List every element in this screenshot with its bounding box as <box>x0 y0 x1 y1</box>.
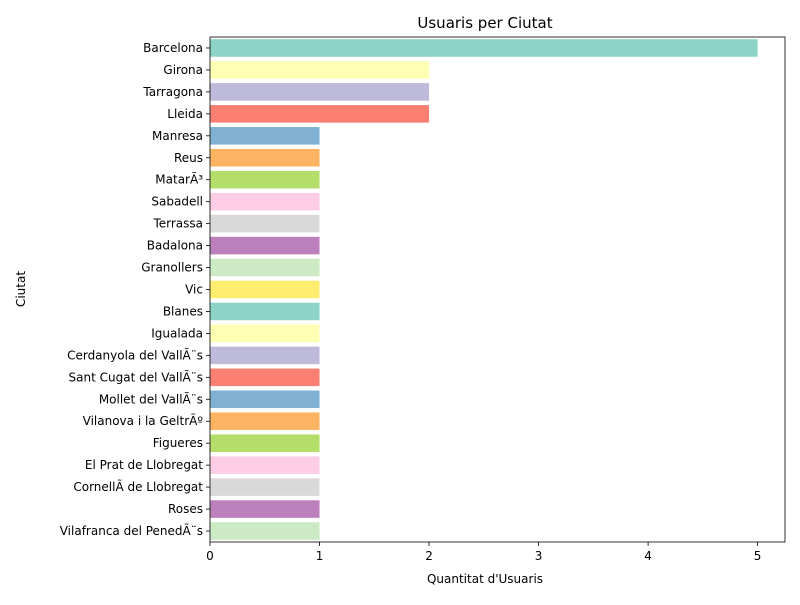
bar-14 <box>210 346 320 365</box>
y-tick-label: El Prat de Llobregat <box>85 458 203 472</box>
bar-15 <box>210 368 320 387</box>
y-tick-label: Lleida <box>167 107 203 121</box>
bars-layer <box>210 39 758 540</box>
y-tick-label: Vic <box>185 283 203 297</box>
y-tick-label: Blanes <box>163 304 203 318</box>
y-tick-label: Sant Cugat del VallÃ¨s <box>69 369 203 384</box>
y-tick-label: Mollet del VallÃ¨s <box>99 391 203 406</box>
y-tick-label: Igualada <box>151 326 203 340</box>
bar-12 <box>210 302 320 321</box>
x-tick-label: 0 <box>206 549 214 563</box>
y-tick-label: Roses <box>168 502 203 516</box>
bar-8 <box>210 214 320 233</box>
y-tick-label: MatarÃ³ <box>155 172 203 187</box>
bar-10 <box>210 258 320 277</box>
bar-1 <box>210 61 430 79</box>
bar-18 <box>210 434 320 452</box>
y-tick-label: Figueres <box>153 436 203 450</box>
bar-22 <box>210 522 320 540</box>
y-tick-label: Tarragona <box>142 85 203 99</box>
bar-21 <box>210 500 320 518</box>
y-tick-label: Manresa <box>152 129 203 143</box>
bar-16 <box>210 390 320 409</box>
x-tick-label: 4 <box>644 549 652 563</box>
y-tick-label: Granollers <box>141 261 203 275</box>
bar-17 <box>210 412 320 431</box>
y-axis-title: Ciutat <box>14 271 28 307</box>
bar-19 <box>210 456 320 474</box>
bar-9 <box>210 236 320 255</box>
y-tick-label: Barcelona <box>143 41 203 55</box>
x-tick-label: 5 <box>754 549 762 563</box>
bar-0 <box>210 39 758 57</box>
y-tick-label: Vilafranca del PenedÃ¨s <box>60 523 203 538</box>
x-tick-label: 1 <box>316 549 324 563</box>
bar-5 <box>210 148 320 167</box>
y-tick-label: Cerdanyola del VallÃ¨s <box>67 347 203 362</box>
y-tick-label: Badalona <box>147 239 203 253</box>
x-axis-title: Quantitat d'Usuaris <box>427 572 543 586</box>
x-tick-label: 3 <box>535 549 543 563</box>
y-tick-label: Reus <box>174 151 203 165</box>
bar-11 <box>210 280 320 299</box>
y-tick-label: Girona <box>163 63 203 77</box>
y-tick-label: Vilanova i la GeltrÃº <box>83 413 204 428</box>
y-tick-label: Sabadell <box>151 195 203 209</box>
bar-13 <box>210 324 320 343</box>
y-tick-label: Terrassa <box>152 217 203 231</box>
bar-3 <box>210 105 430 123</box>
bar-2 <box>210 83 430 101</box>
bar-6 <box>210 170 320 189</box>
ticks-layer: Barcelona Girona Tarragona Lleida Manresa Reu… <box>60 41 762 563</box>
x-tick-label: 2 <box>425 549 433 563</box>
chart-title: Usuaris per Ciutat <box>417 14 552 32</box>
bar-4 <box>210 127 320 145</box>
y-tick-label: CornellÃ de Llobregat <box>73 479 203 494</box>
bar-20 <box>210 478 320 496</box>
bar-7 <box>210 192 320 211</box>
